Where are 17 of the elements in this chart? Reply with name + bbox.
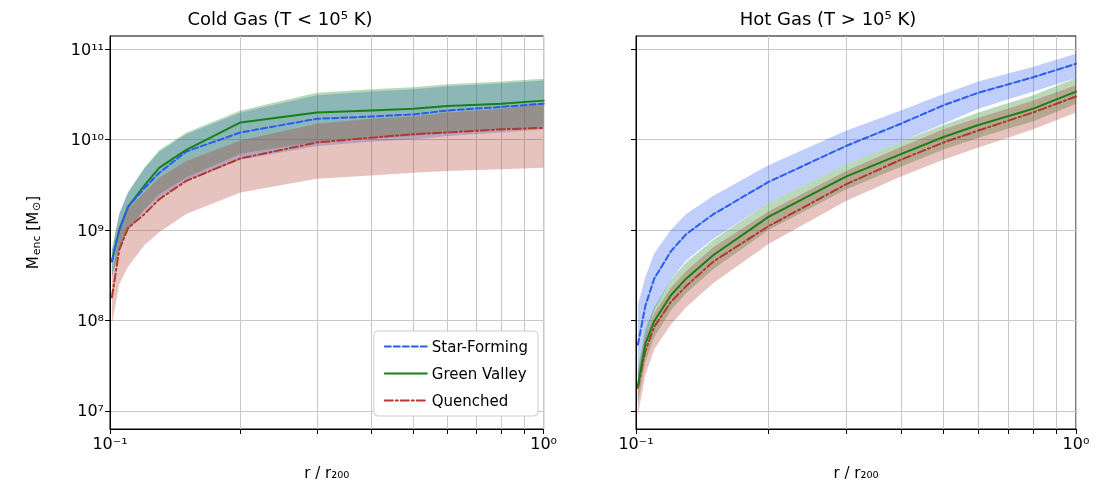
x-tick-label: 10⁰: [1062, 433, 1090, 453]
y-tick-label: 10⁸: [77, 310, 104, 330]
y-tick-label: 10⁷: [77, 401, 104, 421]
x-tick-label: 10⁻¹: [618, 433, 654, 453]
legend-label: Green Valley: [431, 364, 527, 383]
chart-title: Cold Gas (T < 10⁵ K): [187, 7, 373, 29]
y-tick-label: 10¹¹: [70, 39, 104, 59]
x-tick-label: 10⁰: [530, 433, 557, 453]
y-tick-label: 10⁹: [77, 220, 104, 240]
x-axis-title: r / r₂₀₀: [833, 463, 879, 482]
x-axis-title: r / r₂₀₀: [304, 463, 350, 482]
legend-label: Star-Forming: [431, 337, 529, 356]
chart-title: Hot Gas (T > 10⁵ K): [739, 7, 917, 29]
x-tick-label: 10⁻¹: [92, 433, 128, 453]
legend-label: Quenched: [431, 391, 509, 410]
y-axis-title: Menc [M⊙]: [23, 195, 43, 270]
y-tick-label: 10¹⁰: [70, 130, 104, 150]
